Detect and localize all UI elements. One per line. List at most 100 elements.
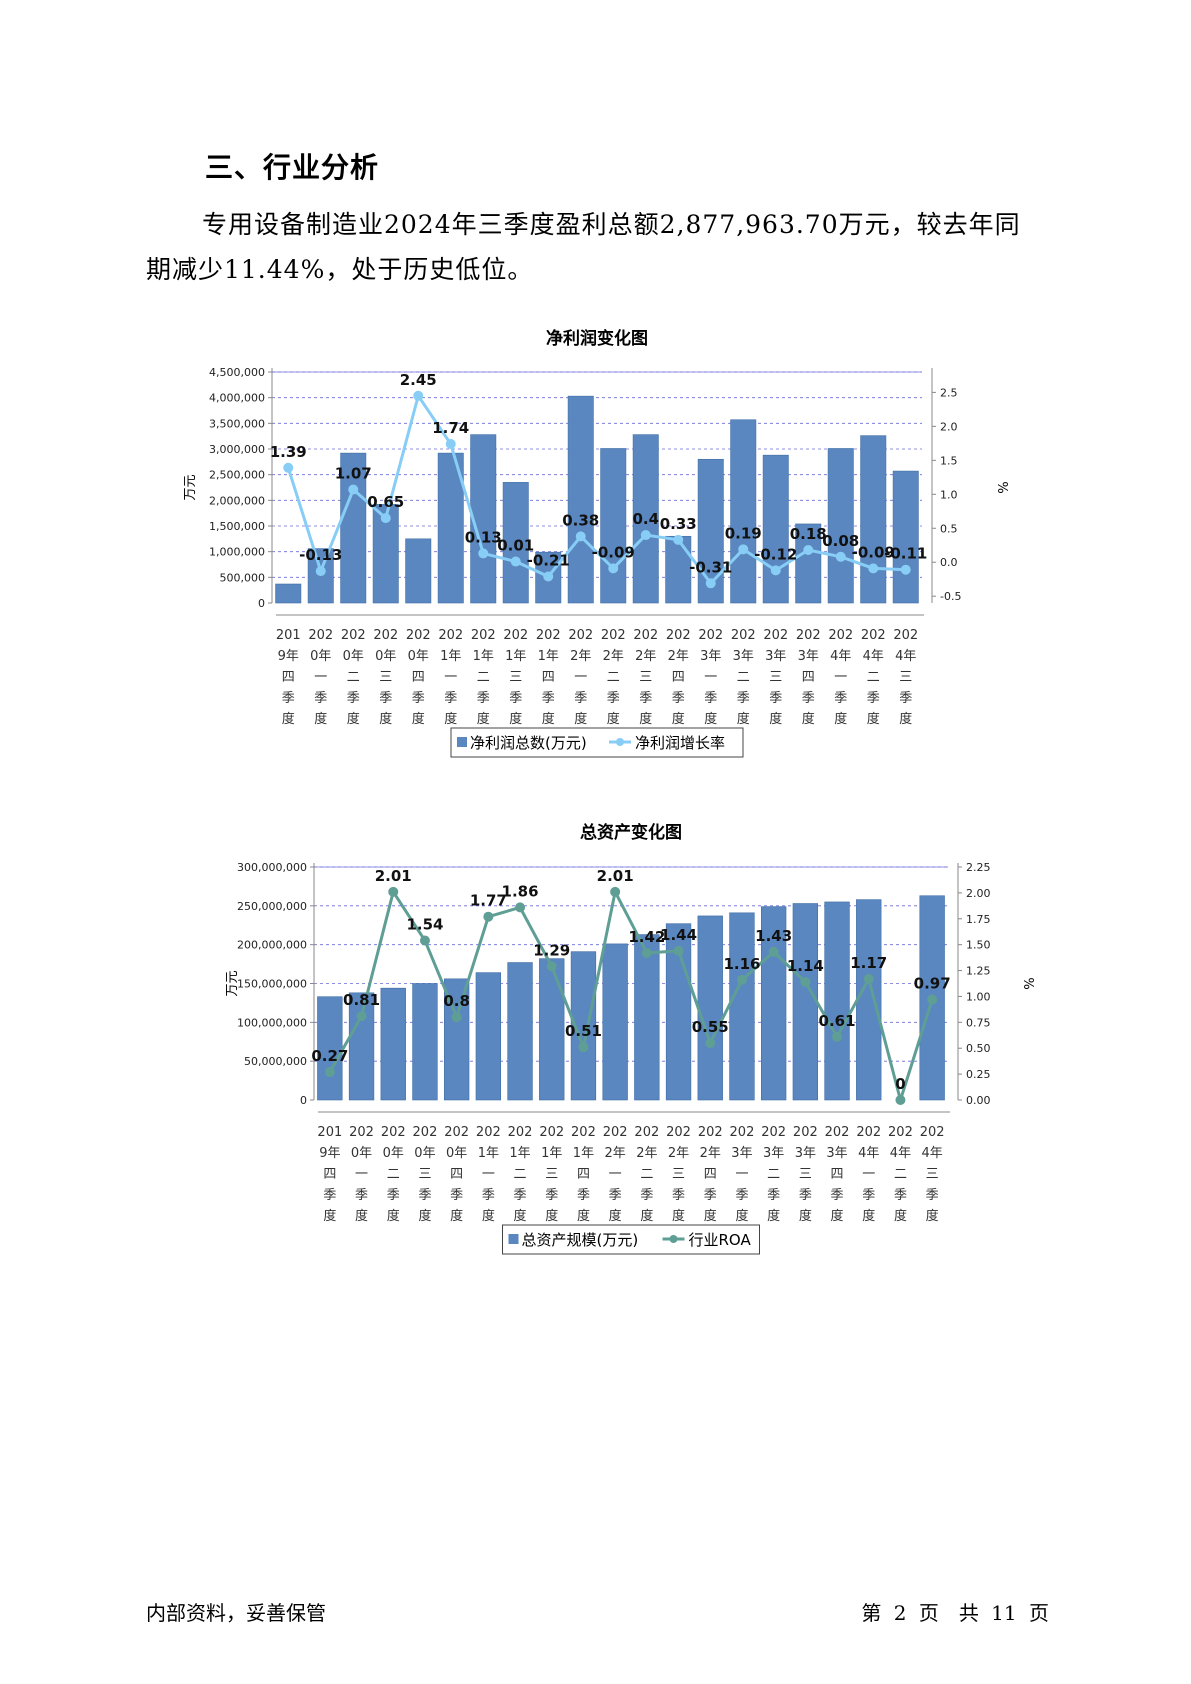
x-tick-label: 2年 bbox=[570, 649, 591, 664]
x-tick-label: 202 bbox=[601, 628, 626, 643]
x-tick-label: 202 bbox=[825, 1125, 850, 1140]
legend-line-marker bbox=[669, 1235, 678, 1243]
x-tick-label: 一 bbox=[482, 1167, 495, 1182]
x-tick-label: 度 bbox=[767, 1208, 780, 1224]
y-tick-label: 100,000,000 bbox=[237, 1016, 307, 1029]
x-tick-label: 3年 bbox=[731, 1146, 752, 1161]
x-tick-label: 季 bbox=[482, 1188, 495, 1203]
line-point bbox=[927, 994, 938, 1005]
x-tick-label: 202 bbox=[634, 1125, 659, 1140]
y-tick-label: 50,000,000 bbox=[244, 1055, 307, 1068]
x-tick-label: 202 bbox=[438, 628, 463, 643]
line-point bbox=[575, 531, 586, 542]
line-point bbox=[835, 551, 846, 562]
line-point bbox=[348, 484, 359, 495]
y2-tick-label: 1.0 bbox=[940, 488, 958, 501]
x-tick-label: 一 bbox=[862, 1167, 875, 1182]
x-tick-label: 季 bbox=[926, 1188, 939, 1203]
x-tick-label: 度 bbox=[379, 711, 392, 727]
legend-bar-swatch bbox=[508, 1234, 519, 1244]
x-tick-label: 度 bbox=[704, 1208, 717, 1224]
x-tick-label: 度 bbox=[769, 711, 782, 727]
data-label: 0.33 bbox=[660, 515, 697, 533]
legend-box bbox=[502, 1224, 760, 1255]
x-tick-label: 季 bbox=[477, 691, 490, 706]
x-tick-label: 202 bbox=[381, 1125, 406, 1140]
series-line bbox=[328, 887, 934, 1106]
y-tick-label: 0 bbox=[300, 1094, 307, 1107]
y2-tick-label: 1.50 bbox=[966, 939, 991, 952]
x-tick-label: 度 bbox=[609, 1208, 622, 1224]
data-label: 0.8 bbox=[443, 992, 470, 1010]
y2-tick-label: 1.25 bbox=[966, 965, 991, 978]
line-point bbox=[283, 462, 294, 473]
data-label: 0.51 bbox=[565, 1022, 602, 1040]
line-point bbox=[738, 544, 749, 555]
x-tick-label: 三 bbox=[509, 670, 522, 685]
bar bbox=[539, 958, 565, 1101]
x-tick-label: 4年 bbox=[895, 649, 916, 664]
x-tick-label: 季 bbox=[577, 1188, 590, 1203]
data-label: -0.21 bbox=[527, 552, 570, 570]
x-tick-label: 度 bbox=[704, 711, 717, 727]
line-point bbox=[608, 563, 619, 574]
series-line bbox=[286, 392, 906, 586]
x-tick-label: 季 bbox=[834, 691, 847, 706]
x-tick-label: 一 bbox=[444, 670, 457, 685]
x-tick-label: 季 bbox=[802, 691, 815, 706]
x-tick-label: 202 bbox=[793, 1125, 818, 1140]
line-point bbox=[863, 973, 874, 984]
y2-axis-title: % bbox=[1020, 977, 1035, 989]
x-tick-label: 度 bbox=[412, 711, 425, 727]
x-tick-label: 二 bbox=[347, 670, 360, 685]
x-tick-label: 二 bbox=[477, 670, 490, 685]
x-tick-label: 季 bbox=[894, 1188, 907, 1203]
line-point bbox=[800, 976, 811, 987]
y2-tick-label: 0.50 bbox=[966, 1042, 991, 1055]
x-tick-label: 202 bbox=[666, 628, 691, 643]
x-tick-label: 季 bbox=[545, 1188, 558, 1203]
bar bbox=[275, 583, 302, 604]
x-tick-label: 2年 bbox=[603, 649, 624, 664]
x-tick-label: 2年 bbox=[700, 1146, 721, 1161]
line-point bbox=[451, 1012, 462, 1023]
x-tick-label: 4年 bbox=[922, 1146, 943, 1161]
line-point bbox=[673, 945, 684, 956]
x-tick-label: 季 bbox=[514, 1188, 527, 1203]
x-tick-label: 季 bbox=[735, 1188, 748, 1203]
x-tick-label: 季 bbox=[450, 1188, 463, 1203]
x-tick-label: 3年 bbox=[798, 649, 819, 664]
bar bbox=[502, 482, 529, 604]
x-tick-label: 度 bbox=[672, 1208, 685, 1224]
bar bbox=[729, 912, 755, 1101]
data-label: 0.4 bbox=[632, 510, 659, 528]
bar bbox=[827, 448, 854, 604]
footer-confidential: 内部资料，妥善保管 bbox=[146, 1601, 326, 1625]
x-tick-label: 202 bbox=[568, 628, 593, 643]
bar bbox=[697, 915, 723, 1101]
legend-bar-label: 净利润总数(万元) bbox=[470, 734, 587, 752]
bar bbox=[340, 452, 367, 604]
x-tick-label: 度 bbox=[802, 711, 815, 727]
data-label: 1.29 bbox=[533, 941, 570, 959]
data-label: 1.39 bbox=[270, 443, 307, 461]
x-tick-label: 季 bbox=[672, 1188, 685, 1203]
x-tick-label: 度 bbox=[672, 711, 685, 727]
x-tick-label: 202 bbox=[349, 1125, 374, 1140]
line-point bbox=[578, 1042, 589, 1053]
x-tick-label: 202 bbox=[539, 1125, 564, 1140]
x-tick-label: 3年 bbox=[733, 649, 754, 664]
line-point bbox=[380, 513, 391, 524]
x-tick-label: 季 bbox=[737, 691, 750, 706]
x-tick-label: 三 bbox=[769, 670, 782, 685]
data-label: -0.09 bbox=[852, 543, 895, 561]
x-tick-label: 三 bbox=[799, 1167, 812, 1182]
y2-tick-label: 1.75 bbox=[966, 913, 991, 926]
x-tick-label: 季 bbox=[640, 1188, 653, 1203]
x-tick-label: 度 bbox=[347, 711, 360, 727]
y-tick-label: 250,000,000 bbox=[237, 900, 307, 913]
x-tick-label: 一 bbox=[355, 1167, 368, 1182]
data-label: 0.08 bbox=[822, 532, 859, 550]
x-tick-label: 1年 bbox=[473, 649, 494, 664]
line-point bbox=[510, 556, 521, 567]
